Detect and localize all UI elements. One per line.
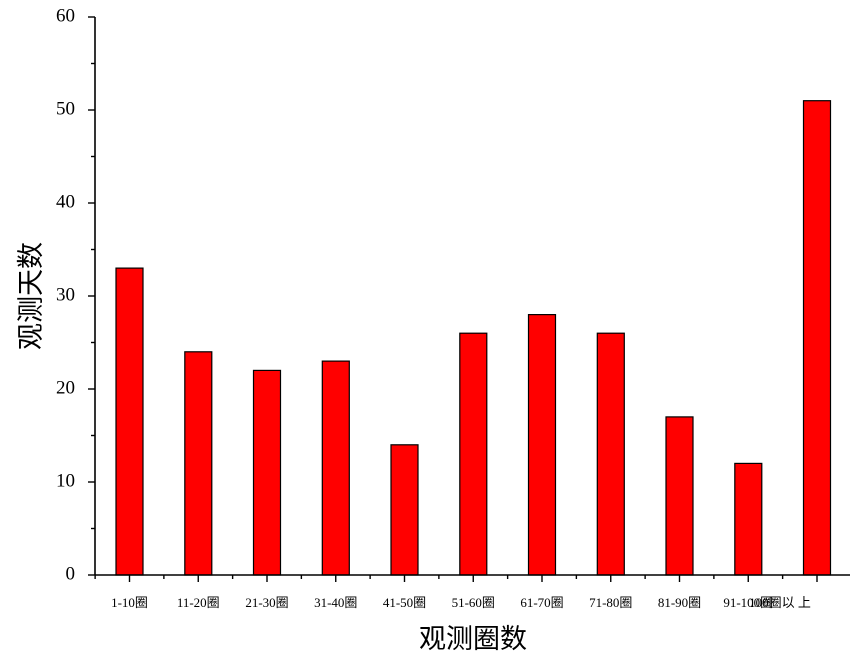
y-tick-label: 60 — [56, 5, 75, 26]
x-tick-label: 51-60圈 — [452, 595, 495, 610]
y-tick-label: 0 — [66, 563, 76, 584]
x-ticks-layer: 1-10圈 11-20圈 21-30圈 31-40圈 41-50圈 51-60圈 61-70… — [94, 575, 818, 610]
bar — [459, 332, 488, 576]
y-ticks-layer: 0 10 20 30 40 50 60 — [56, 5, 95, 584]
x-tick-label: 21-30圈 — [245, 595, 288, 610]
bar — [665, 416, 694, 576]
bar — [321, 360, 350, 576]
y-tick-label: 30 — [56, 284, 75, 305]
y-axis-title: 观测天数 — [16, 242, 46, 350]
x-axis-title: 观测圈数 — [419, 624, 527, 654]
bars-layer — [115, 100, 832, 576]
y-tick-label: 40 — [56, 191, 75, 212]
x-tick-label: 71-80圈 — [589, 595, 632, 610]
y-tick-label: 20 — [56, 377, 75, 398]
bar — [252, 369, 282, 576]
x-tick-label: 91-100圈 — [723, 595, 773, 610]
y-tick-label: 50 — [56, 98, 75, 119]
bar — [527, 314, 557, 576]
x-tick-label: 11-20圈 — [177, 595, 220, 610]
x-tick-label: 1-10圈 — [111, 595, 148, 610]
bar — [802, 100, 832, 576]
bar — [390, 444, 419, 576]
bar — [115, 267, 144, 576]
x-tick-label: 81-90圈 — [658, 595, 701, 610]
y-tick-label: 10 — [56, 470, 75, 491]
bar — [184, 351, 213, 576]
bar — [596, 332, 625, 576]
bar — [734, 462, 763, 576]
x-tick-label: 31-40圈 — [314, 595, 357, 610]
x-tick-label: 61-70圈 — [520, 595, 563, 610]
x-tick-label: 100圈以 上 — [749, 595, 811, 610]
x-tick-label: 41-50圈 — [383, 595, 426, 610]
